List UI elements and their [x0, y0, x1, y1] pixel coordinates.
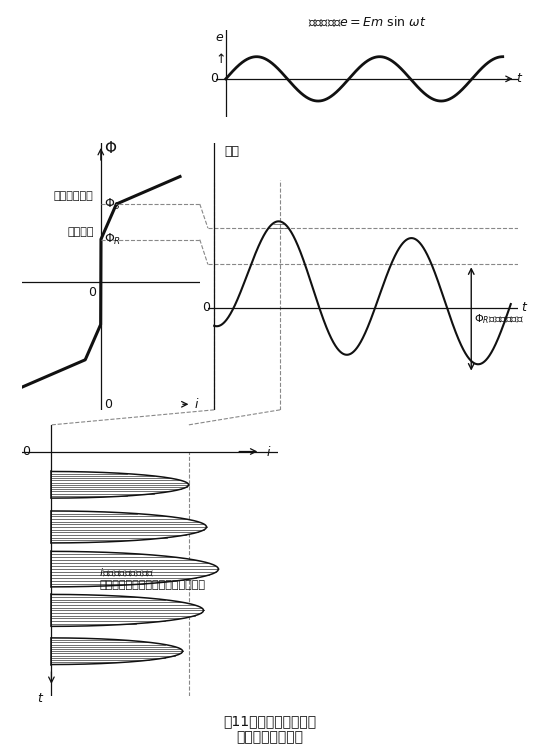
Text: ↑: ↑ — [215, 53, 226, 66]
Text: 飽和ポイント: 飽和ポイント — [54, 191, 94, 202]
Text: 磁束: 磁束 — [225, 145, 240, 158]
Text: 0: 0 — [202, 301, 210, 314]
Text: $t$: $t$ — [516, 72, 524, 86]
Text: $\Phi$: $\Phi$ — [104, 141, 117, 156]
Text: $\Phi_R$: $\Phi_R$ — [104, 232, 122, 247]
Text: 第11図　励磁突入電流
の発生メカニズム: 第11図 励磁突入電流 の発生メカニズム — [224, 714, 316, 744]
Text: 0: 0 — [210, 72, 218, 86]
Text: 残留磁束: 残留磁束 — [67, 227, 94, 237]
Text: $i$: $i$ — [194, 397, 200, 411]
Text: $t$: $t$ — [37, 692, 44, 705]
Title: 電源電圧　$e = Em$ sin $\omega t$: 電源電圧 $e = Em$ sin $\omega t$ — [308, 14, 427, 29]
Text: $i$: $i$ — [266, 444, 272, 459]
Text: $e$: $e$ — [215, 32, 225, 44]
Text: 0: 0 — [104, 398, 112, 411]
Text: 0: 0 — [23, 445, 31, 458]
Text: $\Phi_R$（残留磁束）: $\Phi_R$（残留磁束） — [474, 312, 524, 326]
Text: $i$（励磁突入電流）は
鉄心が飽和しているときに発生する: $i$（励磁突入電流）は 鉄心が飽和しているときに発生する — [99, 566, 205, 590]
Text: $t$: $t$ — [521, 301, 528, 314]
Text: $\Phi_S$: $\Phi_S$ — [104, 196, 122, 211]
Text: 0: 0 — [87, 287, 96, 299]
